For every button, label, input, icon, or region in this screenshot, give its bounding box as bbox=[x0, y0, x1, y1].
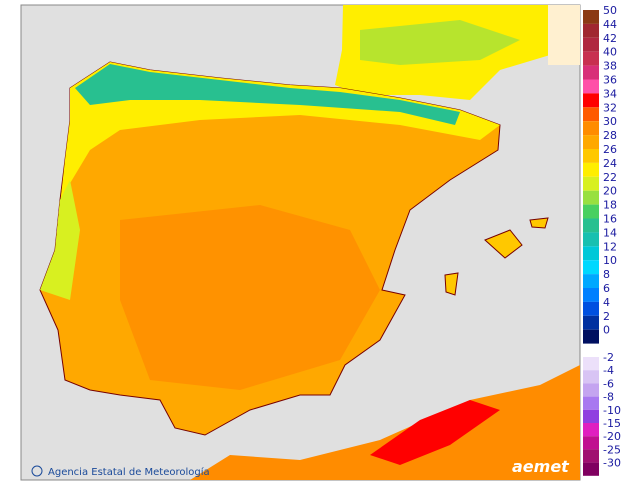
legend-swatch bbox=[583, 218, 599, 233]
north-mountains bbox=[75, 64, 460, 125]
legend-label: 50 bbox=[603, 4, 617, 17]
legend-swatch bbox=[583, 121, 599, 136]
legend-label: 8 bbox=[603, 268, 610, 281]
legend-label: 18 bbox=[603, 199, 617, 212]
legend-label: -15 bbox=[603, 417, 621, 430]
legend-label: 16 bbox=[603, 213, 617, 226]
legend-swatch bbox=[583, 37, 599, 52]
legend-label: 22 bbox=[603, 171, 617, 184]
legend-swatch bbox=[583, 329, 599, 344]
legend-label: 2 bbox=[603, 310, 610, 323]
legend-swatch bbox=[583, 10, 599, 24]
legend-swatch bbox=[583, 423, 599, 437]
legend-swatch bbox=[583, 357, 599, 371]
legend-label: 42 bbox=[603, 32, 617, 45]
legend-swatch bbox=[583, 462, 599, 476]
legend-label: -25 bbox=[603, 443, 621, 456]
legend-swatch bbox=[583, 288, 599, 302]
west-coast bbox=[40, 180, 80, 300]
legend-label: 32 bbox=[603, 101, 617, 114]
legend-swatch bbox=[583, 149, 599, 163]
agency-name: Agencia Estatal de Meteorología bbox=[48, 466, 210, 478]
legend-swatch bbox=[583, 51, 599, 66]
legend-swatch bbox=[583, 396, 599, 410]
legend-label: -2 bbox=[603, 351, 614, 364]
legend-swatch bbox=[583, 409, 599, 423]
france-cool bbox=[360, 20, 520, 65]
legend-label: -8 bbox=[603, 391, 614, 404]
legend-label: 26 bbox=[603, 143, 617, 156]
legend-swatch bbox=[583, 135, 599, 149]
legend-label: -30 bbox=[603, 457, 621, 470]
sea-edge bbox=[548, 5, 580, 65]
legend-label: 6 bbox=[603, 282, 610, 295]
legend-swatch bbox=[583, 93, 599, 108]
atlas-hot bbox=[370, 400, 500, 465]
legend-label: 34 bbox=[603, 87, 617, 100]
legend-label: 12 bbox=[603, 240, 617, 253]
legend-swatch bbox=[583, 370, 599, 384]
legend-swatch bbox=[583, 204, 599, 219]
legend-swatch bbox=[583, 232, 599, 247]
legend-label: 30 bbox=[603, 115, 617, 128]
legend-label: 28 bbox=[603, 129, 617, 142]
legend-swatch bbox=[583, 315, 599, 330]
copyright-icon bbox=[31, 465, 43, 477]
legend-label: 38 bbox=[603, 60, 617, 73]
africa bbox=[190, 365, 580, 480]
legend-swatch bbox=[583, 301, 599, 316]
legend-swatch bbox=[583, 274, 599, 288]
legend-swatch bbox=[583, 449, 599, 463]
legend-swatch bbox=[583, 260, 599, 275]
legend-swatch bbox=[583, 176, 599, 191]
legend-swatch bbox=[583, 79, 599, 94]
legend-label: 40 bbox=[603, 46, 617, 59]
legend-swatch bbox=[583, 383, 599, 397]
legend-label: -6 bbox=[603, 377, 614, 390]
legend-label: 36 bbox=[603, 74, 617, 87]
legend-swatch bbox=[583, 162, 599, 177]
legend-label: -10 bbox=[603, 404, 621, 417]
legend-swatch bbox=[583, 23, 599, 38]
legend-label: 10 bbox=[603, 254, 617, 267]
legend-label: 4 bbox=[603, 296, 610, 309]
legend-swatch bbox=[583, 107, 599, 122]
legend-swatch bbox=[583, 436, 599, 450]
logo: aemet bbox=[512, 457, 570, 476]
legend-label: 14 bbox=[603, 226, 617, 239]
legend-label: 0 bbox=[603, 324, 610, 337]
hot-zone bbox=[120, 205, 380, 390]
legend-label: 24 bbox=[603, 157, 617, 170]
legend-label: 44 bbox=[603, 18, 617, 31]
legend-label: 20 bbox=[603, 185, 617, 198]
legend-swatch bbox=[583, 190, 599, 205]
legend-swatch bbox=[583, 65, 599, 80]
legend-label: -20 bbox=[603, 430, 621, 443]
legend-label: -4 bbox=[603, 364, 614, 377]
legend-swatch bbox=[583, 246, 599, 261]
balearic-islands bbox=[444, 217, 549, 296]
